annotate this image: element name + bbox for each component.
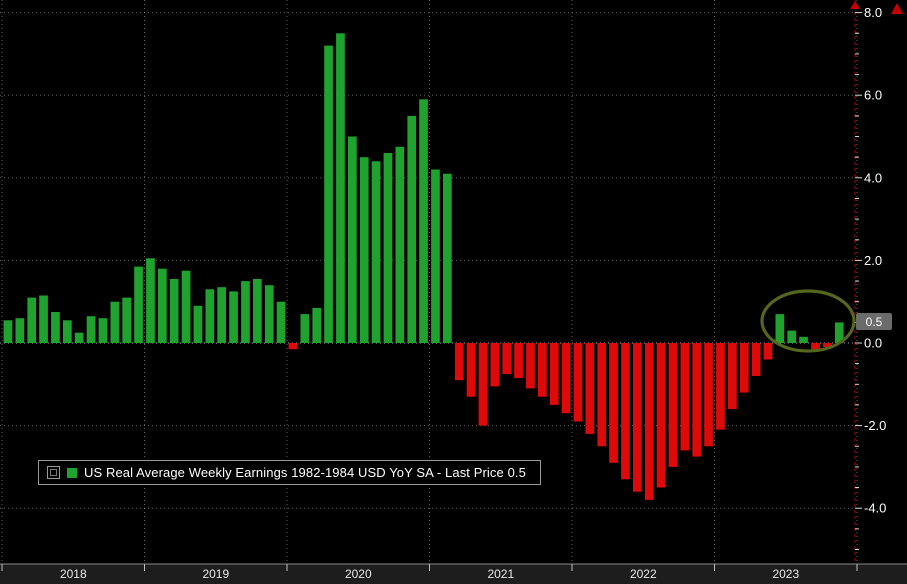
bar-month (324, 45, 333, 343)
y-axis-label: 4.0 (864, 170, 882, 185)
legend-expand-icon[interactable] (47, 466, 60, 479)
x-axis-band: 2018 2019 2020 2021 2022 2023 (0, 563, 907, 584)
bar-month (276, 301, 286, 343)
bar-month (359, 157, 369, 343)
bar-month (466, 343, 476, 397)
bar-month (264, 285, 274, 343)
x-axis-band-bg (0, 564, 907, 584)
bar-month (478, 343, 488, 426)
bar-month (823, 343, 832, 348)
bar-month (811, 343, 820, 350)
bar-month (15, 318, 25, 343)
bar-month (336, 33, 345, 344)
bar-month (51, 312, 60, 343)
x-axis-label: 2018 (60, 567, 87, 581)
bar-month (799, 336, 808, 343)
bar-month (585, 343, 595, 434)
bar-month (549, 343, 559, 405)
highlight-ellipse (760, 289, 856, 353)
bar-month (407, 115, 417, 344)
y-axis-label: 2.0 (864, 253, 882, 268)
bar-month (146, 258, 155, 343)
bar-month (241, 281, 250, 343)
bar-month (633, 343, 642, 492)
bar-month (834, 322, 844, 343)
bar-month (288, 343, 298, 350)
bar-month (787, 330, 797, 343)
bar-month (573, 343, 583, 422)
bar-month (609, 343, 618, 463)
bar-month (158, 268, 167, 343)
series-label: US Real Average Weekly Earnings 1982-198… (84, 465, 526, 480)
bar-month (181, 270, 191, 343)
last-price-badge: 0.5 (856, 313, 892, 330)
bar-month (39, 295, 48, 343)
bar-month (454, 343, 464, 381)
bar-month (300, 314, 310, 343)
y-axis-label: -2.0 (864, 418, 886, 433)
y-axis-label: 8.0 (864, 5, 882, 20)
bar-month (98, 318, 108, 343)
bar-month (63, 320, 72, 343)
bar-month (348, 136, 357, 343)
bar-month (514, 343, 523, 379)
x-axis-label: 2022 (630, 567, 657, 581)
series-color-swatch (67, 467, 77, 478)
bar-month (538, 343, 547, 397)
y-axis-ticks (855, 12, 862, 550)
bar-month (739, 343, 749, 393)
legend-box[interactable]: US Real Average Weekly Earnings 1982-198… (38, 460, 541, 485)
bar-month (680, 343, 690, 451)
x-axis-label: 2021 (487, 567, 514, 581)
bar-month (775, 314, 785, 343)
bar-month (597, 343, 607, 447)
bar-month (312, 307, 322, 343)
bar-month (763, 343, 773, 360)
bar-month (169, 279, 179, 343)
bar-month (134, 266, 143, 343)
bar-month (621, 343, 630, 480)
bar-month (692, 343, 702, 457)
bar-month (668, 343, 678, 467)
bar-month (502, 343, 512, 374)
bar-month (110, 301, 120, 343)
bar-month (526, 343, 535, 389)
up-arrow-icon (891, 3, 903, 14)
axis-top-arrow-icon (850, 1, 860, 9)
bar-month (561, 343, 571, 414)
bar-month (253, 279, 262, 343)
bar-month (431, 169, 440, 343)
y-axis-label: 0.0 (864, 336, 882, 351)
x-axis-label: 2019 (202, 567, 229, 581)
bar-month (419, 99, 428, 343)
bar-month (217, 287, 226, 343)
bar-month (86, 316, 96, 343)
bar-month (74, 332, 84, 343)
bar-month (656, 343, 666, 488)
bars (3, 33, 844, 500)
bar-month (122, 297, 131, 343)
y-axis-label: -4.0 (864, 501, 886, 516)
bar-month (395, 146, 405, 343)
bar-month (27, 297, 37, 343)
bar-month (229, 291, 238, 343)
bar-month (371, 161, 381, 343)
bar-month (716, 343, 725, 430)
y-axis-labels: 8.0 6.0 4.0 2.0 0.0 -2.0 -4.0 (864, 5, 886, 516)
x-axis-label: 2020 (345, 567, 372, 581)
bar-month (751, 343, 761, 376)
y-axis-label: 6.0 (864, 88, 882, 103)
x-axis-label: 2023 (772, 567, 799, 581)
bar-month (193, 305, 203, 343)
bar-month (443, 173, 452, 343)
bar-month (704, 343, 713, 447)
bar-month (205, 289, 215, 343)
bar-month (728, 343, 737, 410)
bar-month (383, 153, 393, 343)
bar-month (644, 343, 654, 500)
bar-month (490, 343, 500, 387)
bar-month (3, 320, 13, 343)
